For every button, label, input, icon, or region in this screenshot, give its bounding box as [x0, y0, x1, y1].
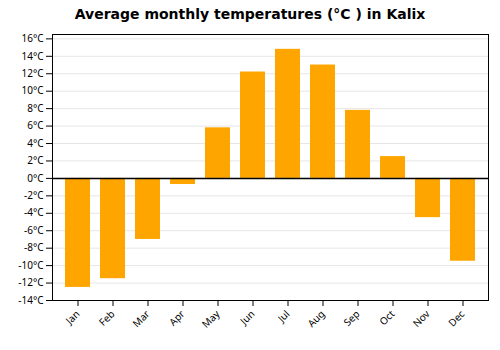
svg-text:8°C: 8°C: [27, 101, 44, 115]
svg-text:-2°C: -2°C: [24, 188, 44, 202]
svg-text:Oct: Oct: [376, 307, 398, 329]
svg-text:-10°C: -10°C: [18, 258, 44, 272]
svg-text:6°C: 6°C: [27, 118, 44, 132]
svg-text:12°C: 12°C: [21, 66, 44, 80]
svg-text:-12°C: -12°C: [18, 275, 44, 289]
svg-text:Mar: Mar: [129, 307, 152, 330]
svg-text:-4°C: -4°C: [24, 205, 44, 219]
svg-text:Jul: Jul: [274, 307, 293, 326]
svg-text:Dec: Dec: [445, 307, 468, 330]
svg-text:-6°C: -6°C: [24, 223, 44, 237]
svg-text:Nov: Nov: [409, 306, 433, 330]
svg-text:14°C: 14°C: [21, 49, 44, 63]
svg-text:Aug: Aug: [304, 307, 327, 330]
svg-text:Jan: Jan: [62, 307, 83, 328]
svg-text:-14°C: -14°C: [18, 293, 44, 307]
svg-text:4°C: 4°C: [27, 136, 44, 150]
svg-text:May: May: [198, 306, 223, 331]
svg-text:10°C: 10°C: [21, 83, 44, 97]
svg-text:Feb: Feb: [95, 307, 117, 329]
svg-text:2°C: 2°C: [27, 153, 44, 167]
svg-text:Sep: Sep: [340, 307, 362, 329]
html-text:Average monthly temperatures (: Average monthly temperatures (°C ) in Ka…: [74, 6, 426, 22]
svg-text:Apr: Apr: [166, 307, 188, 329]
svg-text:16°C: 16°C: [21, 31, 44, 45]
svg-text:-8°C: -8°C: [24, 240, 44, 254]
svg-text:0°C: 0°C: [27, 171, 44, 185]
svg-text:Jun: Jun: [236, 307, 257, 328]
